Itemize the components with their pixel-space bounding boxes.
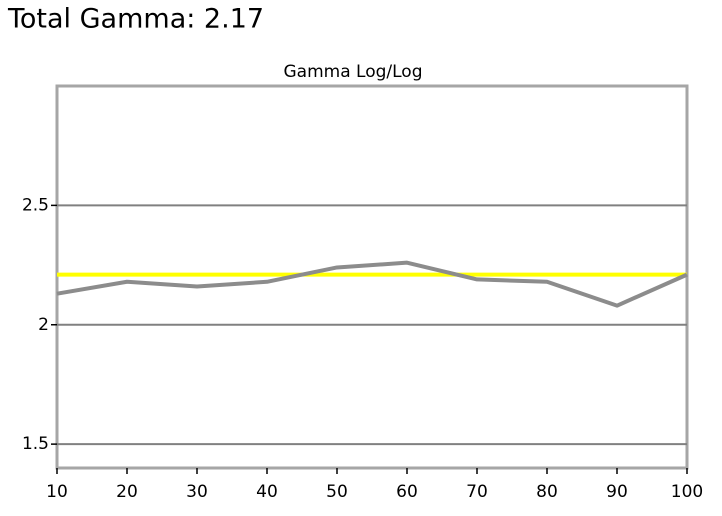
x-tick-label: 50 [326, 482, 348, 502]
x-tick-label: 10 [46, 482, 68, 502]
plot-frame [55, 84, 689, 470]
x-tick-label: 60 [396, 482, 418, 502]
x-tick-label: 90 [606, 482, 628, 502]
y-tick-label: 2 [38, 315, 49, 335]
x-tick-label: 40 [256, 482, 278, 502]
x-tick-label: 20 [116, 482, 138, 502]
page-title: Total Gamma: 2.17 [7, 4, 264, 35]
x-tick-label: 70 [466, 482, 488, 502]
data-line [56, 260, 688, 308]
y-tick-label: 1.5 [22, 434, 49, 454]
x-tick-label: 100 [671, 482, 703, 502]
x-tick-label: 80 [536, 482, 558, 502]
x-tick-label: 30 [186, 482, 208, 502]
chart-title: Gamma Log/Log [284, 62, 423, 82]
y-tick-label: 2.5 [22, 195, 49, 215]
